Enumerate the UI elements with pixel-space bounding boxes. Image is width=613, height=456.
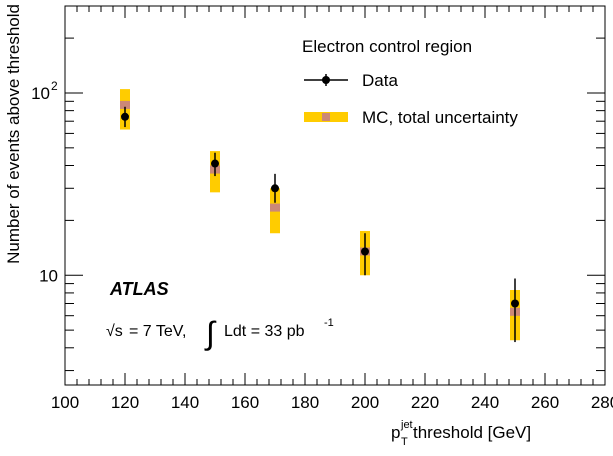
x-axis-title-group: p jet T threshold [GeV] <box>391 419 531 448</box>
x-axis-title-sup: jet <box>400 419 413 431</box>
data-point <box>211 159 219 168</box>
legend-label-mc: MC, total uncertainty <box>362 108 518 127</box>
x-tick-label: 220 <box>411 393 439 412</box>
x-tick-label: 260 <box>531 393 559 412</box>
y-axis-title: Number of events above threshold <box>4 4 23 264</box>
x-tick-label: 240 <box>471 393 499 412</box>
x-tick-label: 160 <box>231 393 259 412</box>
x-axis-title-sub: T <box>401 436 408 448</box>
x-tick-label: 100 <box>51 393 79 412</box>
atlas-label: ATLAS <box>109 279 169 299</box>
energy-label: = 7 TeV, <box>129 323 186 340</box>
legend-title: Electron control region <box>302 37 472 56</box>
plot-area <box>120 89 520 343</box>
y-tick-label-exponent: 2 <box>51 79 58 93</box>
x-tick-label: 200 <box>351 393 379 412</box>
plot-frame <box>64 5 606 386</box>
data-point <box>361 247 369 256</box>
lumi-label: Ldt = 33 pb <box>224 323 305 340</box>
x-tick-label: 140 <box>171 393 199 412</box>
x-tick-label: 280 <box>591 393 613 412</box>
legend-label-data: Data <box>362 71 398 90</box>
x-axis-title-p: p <box>391 423 400 442</box>
legend: Electron control region Data MC, total unc… <box>302 37 518 127</box>
data-point <box>511 299 519 308</box>
x-axis-title-rest: threshold [GeV] <box>413 423 531 442</box>
axes: 10012014016018020022024026028010102Numbe… <box>4 4 613 448</box>
data-point <box>271 184 279 193</box>
mc-point <box>120 100 130 109</box>
energy-sqrt: √s <box>106 323 123 340</box>
mc-point <box>270 203 280 212</box>
annotations: ATLAS √s = 7 TeV, ∫ Ldt = 33 pb -1 <box>106 279 334 351</box>
y-tick-label: 10 <box>39 266 58 285</box>
x-tick-label: 180 <box>291 393 319 412</box>
data-point <box>121 112 129 121</box>
x-tick-label: 120 <box>111 393 139 412</box>
lumi-exponent: -1 <box>324 317 334 329</box>
legend-data-marker <box>322 76 330 84</box>
integral-sign: ∫ <box>204 315 217 351</box>
legend-mc-marker <box>322 113 330 121</box>
y-tick-label: 10 <box>31 84 50 103</box>
